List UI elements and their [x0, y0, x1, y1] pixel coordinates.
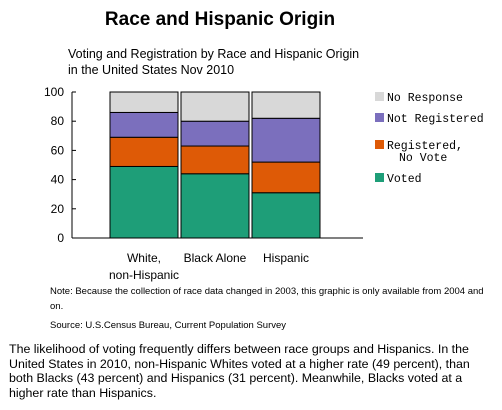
chart-title: Voting and Registration by Race and Hisp…	[68, 46, 428, 78]
bar-segment-not-registered-2	[251, 117, 321, 163]
legend-swatch-not-registered	[375, 113, 384, 122]
x-tick-label: Hispanic	[263, 251, 309, 265]
legend-swatch-registered-no-vote	[375, 140, 384, 149]
page-title: Race and Hispanic Origin	[104, 9, 336, 30]
bar-segment-registered-no-vote-0	[109, 136, 179, 167]
bar-segment-registered-no-vote-1	[180, 145, 250, 175]
y-tick-label: 100	[44, 85, 64, 99]
legend-label-voted: Voted	[387, 173, 422, 186]
bar-segment-voted-2	[251, 192, 321, 239]
chart-title-line-2: in the United States Nov 2010	[68, 63, 235, 77]
legend-label-registered-no-vote: No Vote	[399, 152, 447, 165]
legend-swatch-voted	[375, 173, 384, 182]
x-tick-label: non-Hispanic	[109, 268, 179, 282]
bar-segment-not-registered-1	[180, 120, 250, 147]
x-tick-label: Black Alone	[184, 251, 247, 265]
bar-segment-no-response-0	[109, 91, 179, 113]
bar-segment-voted-0	[109, 165, 179, 239]
y-tick-label: 80	[51, 114, 65, 128]
chart-source: Source: U.S.Census Bureau, Current Popul…	[50, 320, 287, 331]
y-tick-label: 20	[51, 202, 65, 216]
x-tick-label: White,	[127, 251, 161, 265]
stacked-bar-chart: White, non-Hispanic Black Alone Hispanic 0 20…	[44, 85, 484, 282]
legend-swatch-no-response	[375, 92, 384, 101]
chart-title-line-1: Voting and Registration by Race and Hisp…	[68, 47, 360, 61]
y-tick-label: 60	[51, 143, 65, 157]
legend-label-not-registered: Not Registered	[387, 113, 484, 126]
bar-segment-not-registered-0	[109, 111, 179, 138]
description-paragraph: The likelihood of voting frequently diff…	[9, 342, 470, 400]
legend-label-registered-no-vote: Registered,	[387, 140, 463, 153]
legend-label-no-response: No Response	[387, 92, 463, 105]
bar-segment-no-response-2	[251, 91, 321, 119]
y-tick-label: 0	[57, 231, 64, 245]
bar-segment-voted-1	[180, 173, 250, 239]
y-tick-label: 40	[51, 173, 65, 187]
bar-segment-no-response-1	[180, 91, 250, 122]
chart-note: Note: Because the collection of race dat…	[50, 286, 484, 312]
bar-segment-registered-no-vote-2	[251, 161, 321, 194]
